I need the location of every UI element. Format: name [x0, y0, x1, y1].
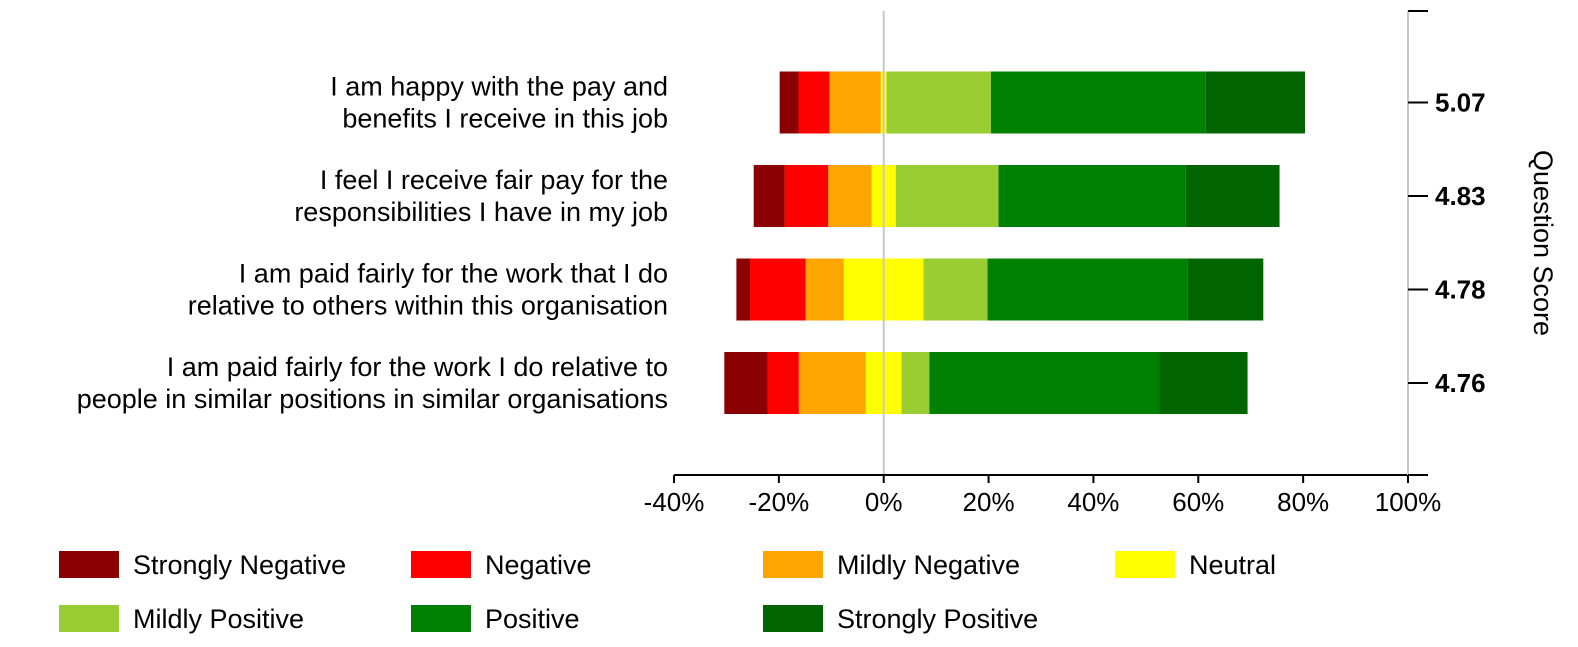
category-labels: I am happy with the pay and benefits I re… [77, 72, 668, 415]
bar-segment-mildly-positive [895, 165, 999, 227]
bar-segment-mildly-negative [805, 258, 844, 321]
bar-segment-negative [767, 352, 799, 414]
question-score: 4.76 [1435, 368, 1486, 398]
bar-segment-negative [750, 258, 806, 321]
question-score: 4.83 [1435, 181, 1486, 211]
bar-segment-mildly-negative [829, 71, 881, 134]
bar-segment-strongly-positive [1159, 352, 1248, 414]
legend: Strongly Negative Negative Mildly Negative… [59, 550, 1276, 634]
bar-segment-strongly-negative [724, 352, 768, 414]
x-tick-label: 0% [865, 487, 903, 517]
legend-label: Strongly Positive [837, 604, 1038, 634]
bar-segment-strongly-positive [1185, 165, 1280, 227]
bar-segment-strongly-negative [753, 165, 785, 227]
x-tick-label: -20% [749, 487, 810, 517]
legend-label: Neutral [1189, 550, 1276, 580]
bar-segment-mildly-positive [886, 71, 991, 134]
legend-label: Mildly Negative [837, 550, 1020, 580]
legend-swatch-strongly-negative [59, 551, 119, 578]
legend-label: Strongly Negative [133, 550, 346, 580]
legend-swatch-mildly-negative [763, 551, 823, 578]
bar-segment-mildly-negative [798, 352, 866, 414]
legend-swatch-strongly-positive [763, 605, 823, 632]
bar-segment-mildly-positive [901, 352, 930, 414]
bar-segment-positive [929, 352, 1160, 414]
legend-swatch-mildly-positive [59, 605, 119, 632]
x-tick-label: -40% [644, 487, 705, 517]
right-axis: 5.07 4.83 4.78 4.76 [1407, 10, 1486, 476]
bar-segment-negative [784, 165, 829, 227]
bar-segment-mildly-negative [828, 165, 872, 227]
x-tick-label: 20% [963, 487, 1015, 517]
legend-swatch-neutral [1115, 551, 1175, 578]
category-label: I feel I receive fair pay for the respons… [294, 165, 668, 227]
bar-segment-strongly-positive [1187, 258, 1264, 321]
bar-segment-strongly-positive [1205, 71, 1305, 134]
bar-segment-strongly-negative [736, 258, 751, 321]
legend-label: Mildly Positive [133, 604, 304, 634]
bar-segment-negative [798, 71, 830, 134]
question-score: 5.07 [1435, 88, 1486, 118]
category-label: I am paid fairly for the work that I do r… [188, 259, 668, 321]
bar-segment-mildly-positive [923, 258, 988, 321]
category-label: I am paid fairly for the work I do relat… [77, 352, 668, 414]
x-tick-label: 80% [1277, 487, 1329, 517]
right-axis-title: Question Score [1528, 150, 1558, 336]
x-tick-label: 60% [1172, 487, 1224, 517]
legend-label: Positive [485, 604, 580, 634]
category-label: I am happy with the pay and benefits I re… [330, 72, 668, 134]
bar-segment-positive [998, 165, 1186, 227]
legend-swatch-negative [411, 551, 471, 578]
x-tick-label: 40% [1067, 487, 1119, 517]
legend-label: Negative [485, 550, 592, 580]
bar-segment-strongly-negative [779, 71, 799, 134]
legend-swatch-positive [411, 605, 471, 632]
bars-group [724, 71, 1305, 414]
question-score: 4.78 [1435, 275, 1486, 305]
x-axis: -40% -20% 0% 20% 40% 60% 80% 100% [644, 474, 1442, 517]
bar-segment-positive [987, 258, 1188, 321]
x-tick-label: 100% [1375, 487, 1442, 517]
bar-segment-positive [990, 71, 1206, 134]
